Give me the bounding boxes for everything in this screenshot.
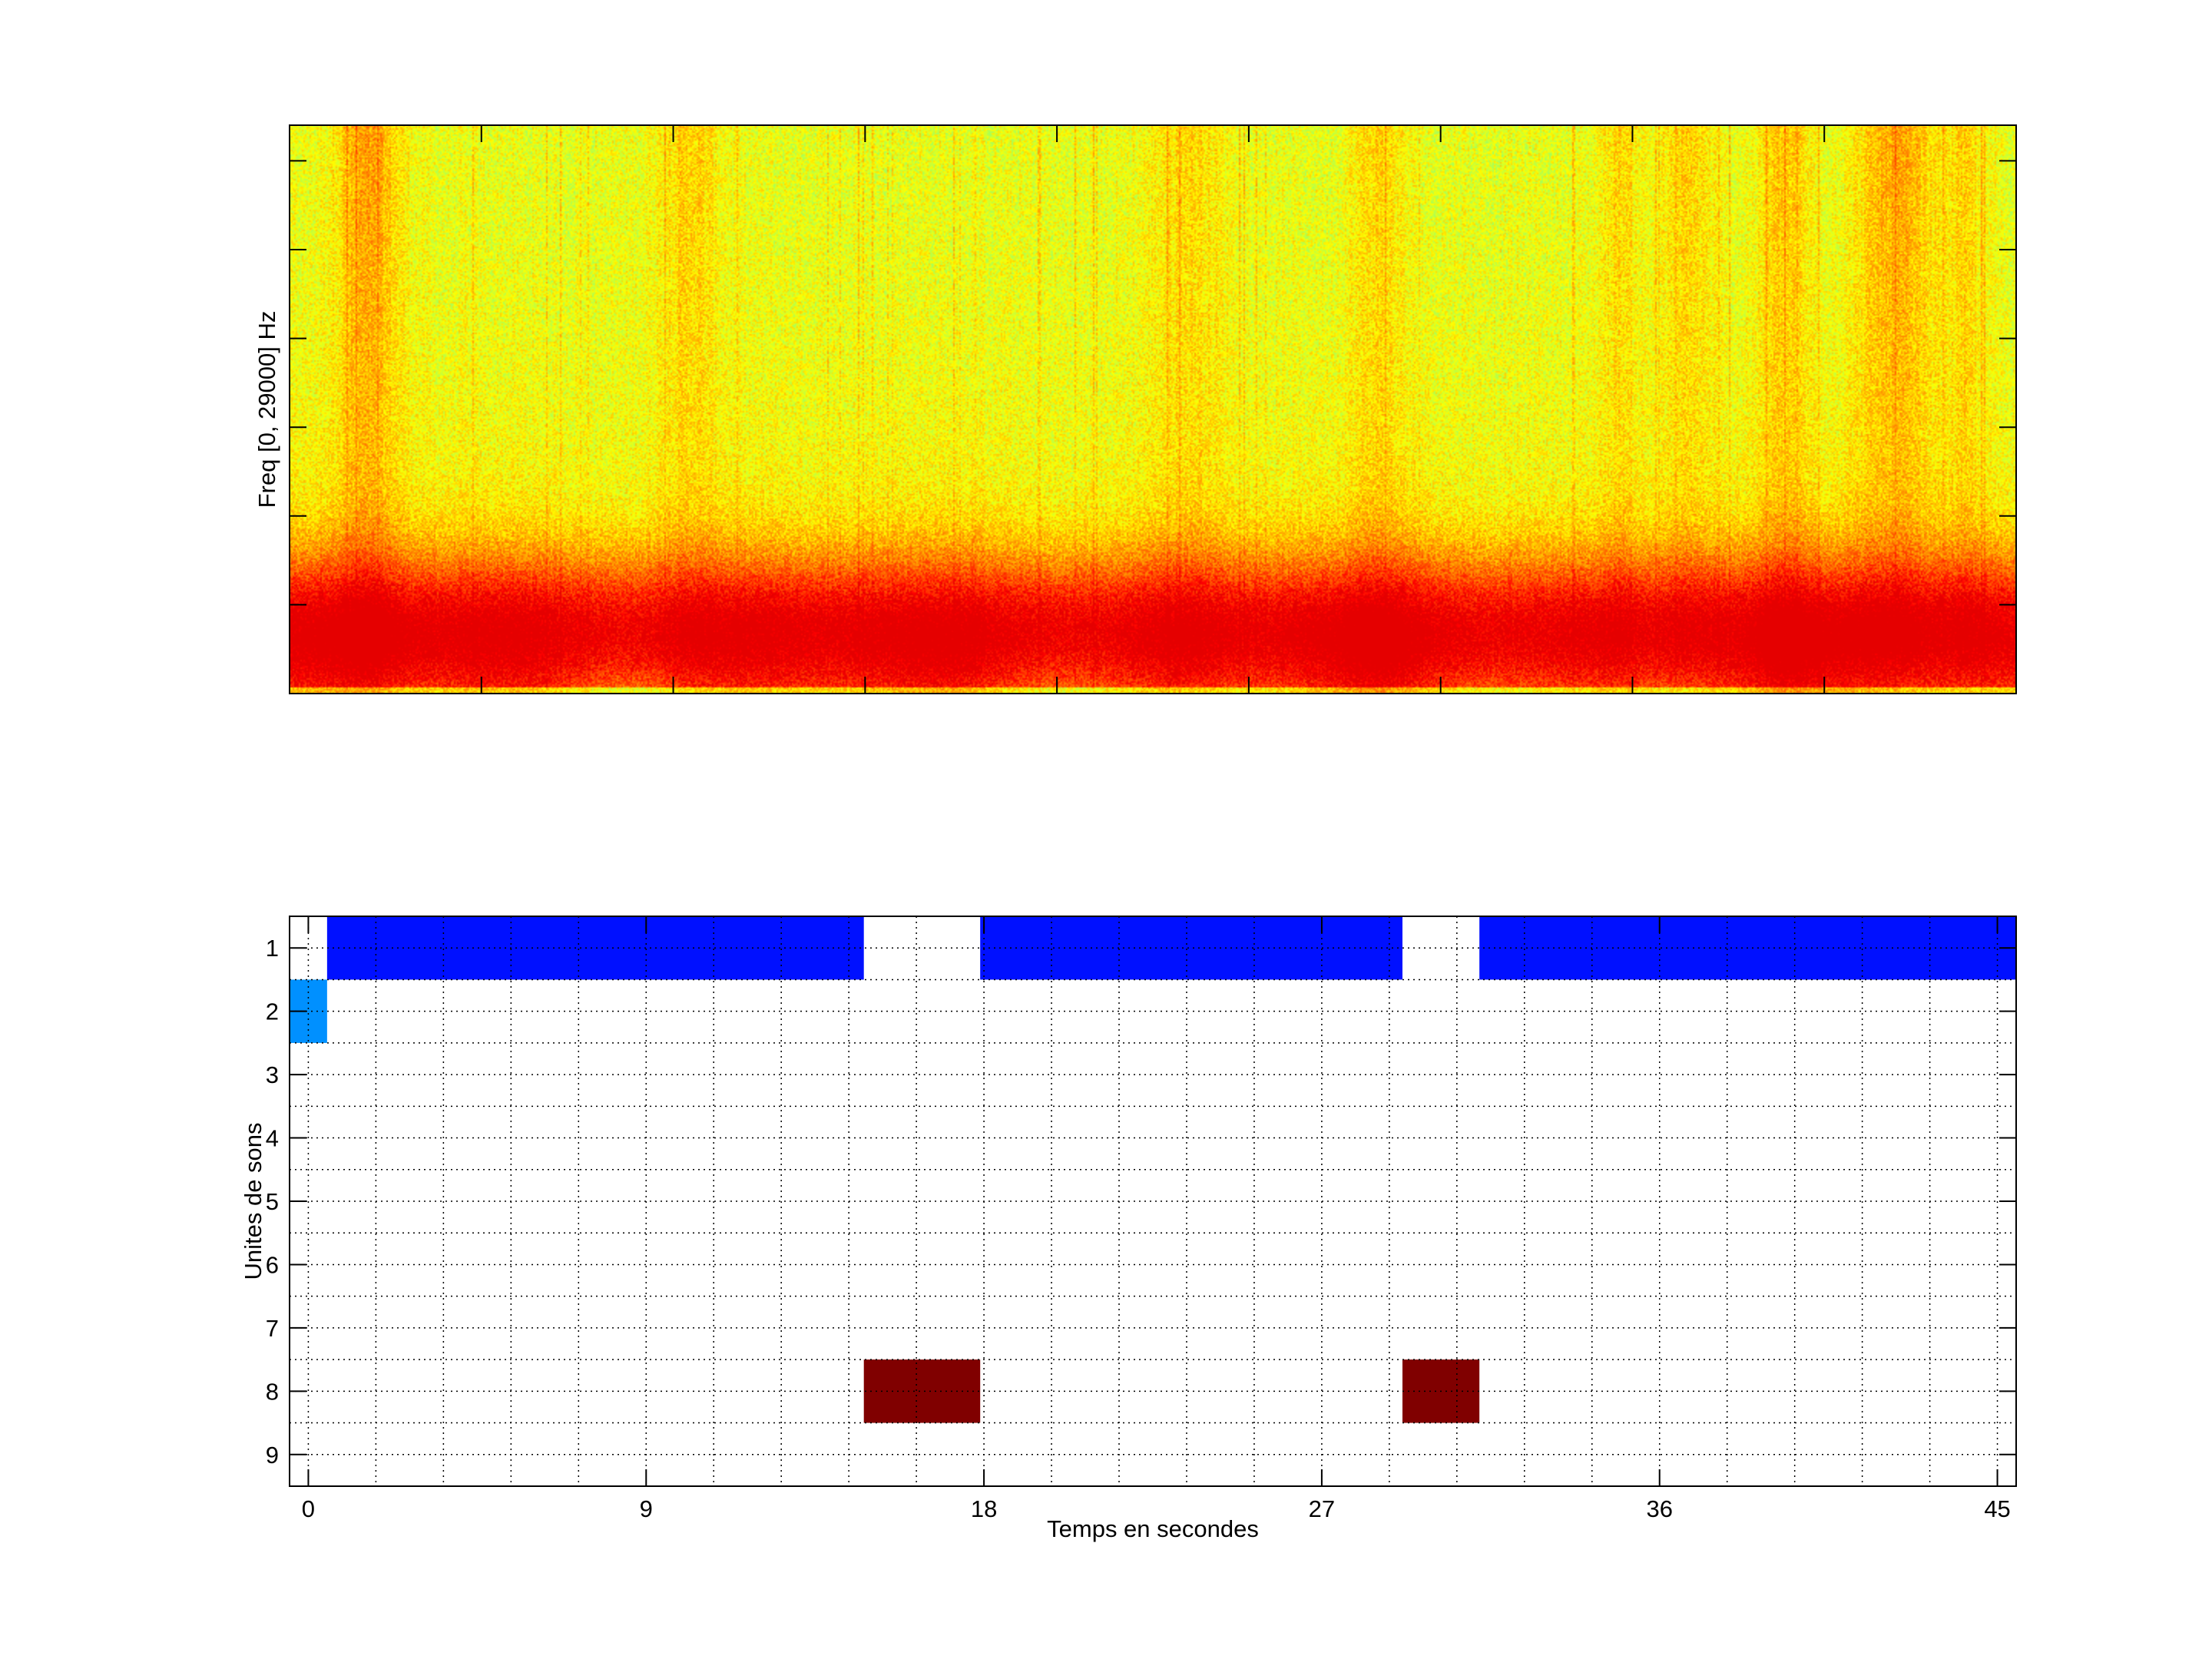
x-tick-label: 45 (1984, 1495, 2010, 1522)
x-tick-label: 27 (1309, 1495, 1335, 1522)
y-tick-label: 4 (266, 1125, 279, 1152)
y-tick-label: 7 (266, 1315, 279, 1342)
segment-unit-1 (326, 916, 864, 980)
y-tick-label: 9 (266, 1442, 279, 1469)
y-tick-label: 2 (266, 998, 279, 1025)
spectrogram-axes (289, 124, 2017, 694)
spectrogram-ylabel: Freq [0, 29000] Hz (253, 311, 280, 508)
spectrogram-image (290, 125, 2016, 694)
segments-ylabel: Unites de sons (240, 1122, 267, 1280)
segment-unit-8 (863, 1359, 981, 1423)
y-tick-label: 3 (266, 1061, 279, 1088)
x-tick-label: 0 (302, 1495, 315, 1522)
y-tick-label: 1 (266, 935, 279, 962)
spectrogram-frame (289, 124, 2017, 694)
spectrogram-plot (290, 125, 2016, 694)
y-tick-label: 5 (266, 1188, 279, 1215)
y-tick-label: 6 (266, 1251, 279, 1278)
segment-unit-1 (980, 916, 1402, 980)
x-tick-label: 18 (971, 1495, 997, 1522)
x-tick-label: 36 (1646, 1495, 1672, 1522)
segments-xlabel: Temps en secondes (1047, 1515, 1259, 1542)
plot-background (290, 916, 2016, 1486)
x-tick-label: 9 (640, 1495, 653, 1522)
y-tick-label: 8 (266, 1378, 279, 1405)
